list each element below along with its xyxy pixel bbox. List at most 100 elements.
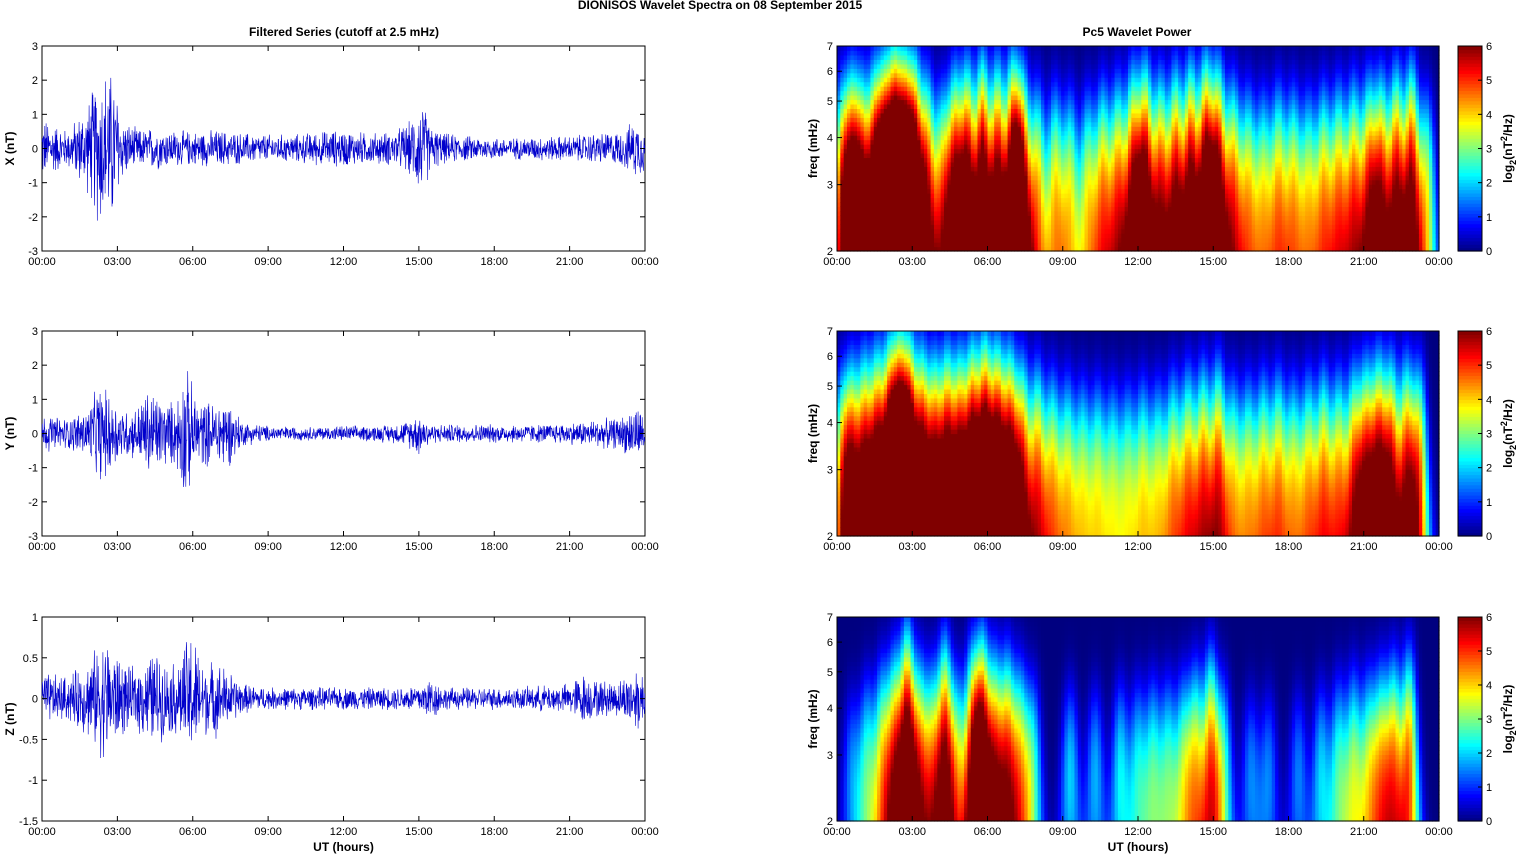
heatmap-cell [854, 166, 858, 171]
heatmap-cell [891, 238, 895, 243]
heatmap-cell [1095, 55, 1099, 60]
heatmap-cell [1178, 113, 1182, 118]
heatmap-cell [1064, 91, 1068, 96]
heatmap-cell [1141, 220, 1145, 225]
heatmap-cell [937, 91, 941, 96]
heatmap-cell [1004, 166, 1008, 171]
heatmap-cell [1155, 117, 1159, 122]
heatmap-cell [1028, 104, 1032, 109]
heatmap-cell [1034, 233, 1038, 238]
heatmap-cell [860, 131, 864, 136]
heatmap-cell [1155, 180, 1159, 185]
heatmap-cell [991, 108, 995, 113]
heatmap-cell [1178, 68, 1182, 73]
heatmap-cell [1004, 242, 1008, 247]
heatmap-cell [951, 126, 955, 131]
heatmap-cell [991, 153, 995, 158]
heatmap-cell [1155, 233, 1159, 238]
heatmap-cell [1034, 215, 1038, 220]
heatmap-cell [1171, 202, 1175, 207]
heatmap-cell [1111, 144, 1115, 149]
heatmap-cell [1004, 77, 1008, 82]
heatmap-cell [1071, 193, 1075, 198]
heatmap-cell [1064, 59, 1068, 64]
heatmap-cell [860, 198, 864, 203]
heatmap-cell [931, 131, 935, 136]
heatmap-cell [937, 233, 941, 238]
heatmap-cell [991, 99, 995, 104]
heatmap-cell [1118, 95, 1122, 100]
heatmap-cell [1058, 220, 1062, 225]
heatmap-cell [907, 68, 911, 73]
heatmap-cell [1178, 189, 1182, 194]
heatmap-cell [1021, 55, 1025, 60]
heatmap-cell [901, 166, 905, 171]
heatmap-cell [884, 55, 888, 60]
heatmap-cell [891, 224, 895, 229]
heatmap-cell [991, 202, 995, 207]
heatmap-cell [991, 166, 995, 171]
heatmap-cell [1081, 229, 1085, 234]
heatmap-cell [951, 149, 955, 154]
heatmap-cell [1178, 198, 1182, 203]
heatmap-cell [860, 175, 864, 180]
heatmap-cell [931, 126, 935, 131]
heatmap-cell [847, 55, 851, 60]
heatmap-cell [914, 206, 918, 211]
heatmap-cell [1081, 242, 1085, 247]
heatmap-cell [907, 99, 911, 104]
heatmap-cell [870, 211, 874, 216]
heatmap-cell [891, 211, 895, 216]
heatmap-cell [1058, 180, 1062, 185]
heatmap-cell [1155, 229, 1159, 234]
heatmap-cell [854, 113, 858, 118]
heatmap-cell [981, 59, 985, 64]
heatmap-cell [1064, 122, 1068, 127]
heatmap-cell [1064, 73, 1068, 78]
heatmap-cell [931, 157, 935, 162]
heatmap-cell [860, 99, 864, 104]
heatmap-cell [1148, 140, 1152, 145]
heatmap-cell [1064, 242, 1068, 247]
heatmap-cell [1021, 82, 1025, 87]
heatmap-cell [1021, 73, 1025, 78]
heatmap-cell [840, 229, 844, 234]
heatmap-cell [1058, 215, 1062, 220]
x-tick-label: 21:00 [556, 256, 584, 268]
heatmap-cell [931, 135, 935, 140]
heatmap-cell [891, 140, 895, 145]
heatmap-cell [840, 86, 844, 91]
heatmap-cell [1101, 59, 1105, 64]
heatmap-cell [1088, 140, 1092, 145]
heatmap-cell [1118, 140, 1122, 145]
heatmap-cell [1021, 162, 1025, 167]
heatmap-cell [967, 175, 971, 180]
heatmap-cell [1021, 122, 1025, 127]
heatmap-cell [1041, 166, 1045, 171]
heatmap-cell [1155, 171, 1159, 176]
heatmap-cell [1111, 149, 1115, 154]
heatmap-cell [1155, 224, 1159, 229]
heatmap-cell [974, 153, 978, 158]
heatmap-cell [951, 55, 955, 60]
heatmap-cell [891, 206, 895, 211]
heatmap-cell [931, 175, 935, 180]
heatmap-cell [914, 55, 918, 60]
heatmap-cell [998, 215, 1002, 220]
heatmap-cell [1088, 211, 1092, 216]
heatmap-cell [1125, 122, 1129, 127]
heatmap-cell [967, 144, 971, 149]
heatmap-cell [1148, 126, 1152, 131]
heatmap-cell [884, 180, 888, 185]
heatmap-cell [1021, 50, 1025, 55]
heatmap-cell [967, 131, 971, 136]
heatmap-cell [951, 157, 955, 162]
heatmap-cell [1171, 99, 1175, 104]
heatmap-cell [1185, 64, 1189, 69]
heatmap-cell [1141, 144, 1145, 149]
heatmap-cell [1034, 211, 1038, 216]
heatmap-cell [981, 122, 985, 127]
heatmap-cell [974, 180, 978, 185]
heatmap-cell [907, 162, 911, 167]
heatmap-cell [891, 171, 895, 176]
